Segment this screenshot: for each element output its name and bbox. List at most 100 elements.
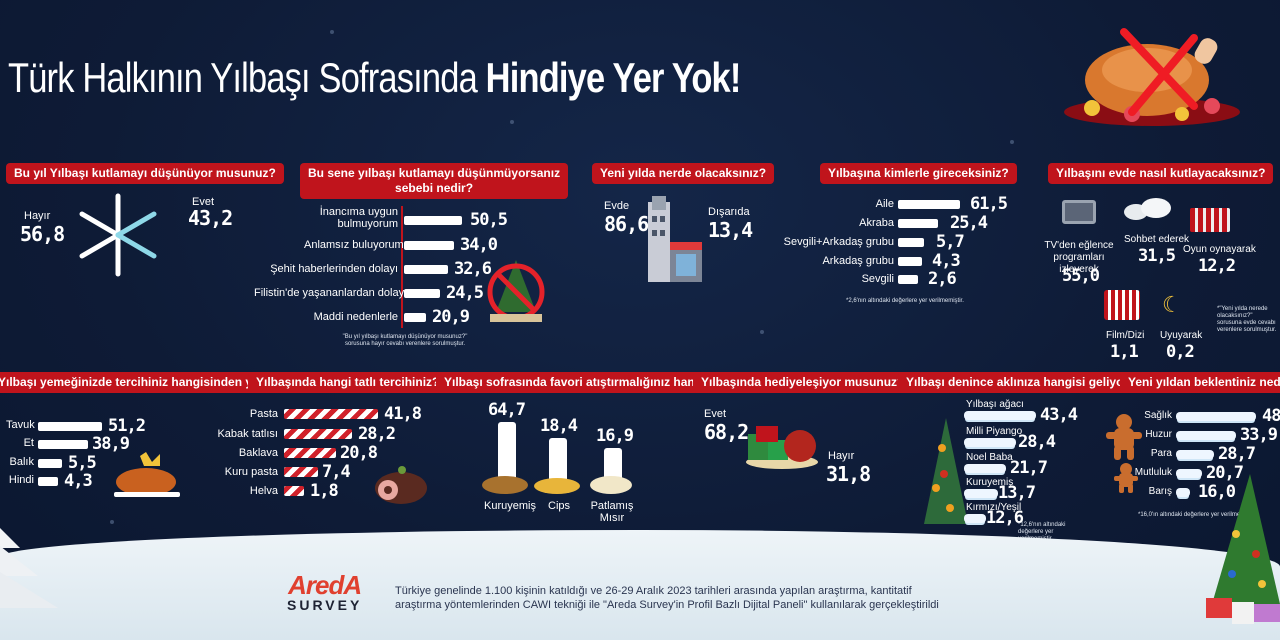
- snack-item-value: 18,4: [540, 416, 578, 436]
- mind-item-label: Kırmızı/Yeşil: [966, 502, 1022, 513]
- dessert-item-label: Baklava: [238, 447, 278, 459]
- with-whom-bar: [898, 219, 938, 228]
- expect-item-value: 48,: [1262, 406, 1280, 426]
- gingerbread-man-small-icon: [1114, 462, 1138, 494]
- dessert-item-value: 1,8: [310, 481, 339, 501]
- meal-question-label: Yılbaşı yemeğinizde tercihiniz hangisind…: [0, 372, 289, 393]
- snack-item-value: 64,7: [488, 400, 526, 420]
- christmas-tree-icon: [1206, 474, 1280, 634]
- logo-text-bottom: SURVEY: [287, 597, 363, 613]
- home-how-question-label: Yılbaşını evde nasıl kutlayacaksınız?: [1048, 163, 1274, 184]
- home-how-item-label: Oyun oynayarak: [1183, 244, 1256, 255]
- home-how-item-value: 31,5: [1138, 246, 1176, 266]
- areda-survey-logo: AredA SURVEY: [287, 570, 362, 613]
- star-dot: [330, 30, 334, 34]
- crowned-chicken-icon: [110, 450, 184, 500]
- with-whom-footnote: *2,6'nın altındaki değerlere yer verilme…: [846, 298, 964, 304]
- chips-icon: [534, 478, 580, 494]
- dessert-bar: [284, 429, 352, 439]
- gift-no-label: Hayır: [828, 450, 855, 462]
- meal-item-label: Tavuk: [6, 419, 35, 431]
- star-dot: [110, 520, 114, 524]
- expect-question-label: Yeni yıldan beklentiniz nedir?: [1120, 372, 1280, 393]
- with-whom-item-label: Aile: [875, 198, 894, 210]
- dessert-item-label: Helva: [249, 485, 278, 497]
- methodology-line-1: Türkiye genelinde 1.100 kişinin katıldığ…: [395, 585, 912, 597]
- reason-item-value: 24,5: [446, 283, 484, 303]
- gift-yes-label: Evet: [704, 408, 727, 420]
- snowflake-icon: [70, 192, 166, 278]
- reason-item-label: İnancıma uygun bulmuyorum: [319, 206, 398, 230]
- dessert-item-label: Kuru pasta: [224, 466, 278, 478]
- expect-item-label: Barış: [1148, 486, 1172, 497]
- reason-question-label: Bu sene yılbaşı kutlamayı düşünmüyorsanı…: [300, 163, 569, 199]
- expect-item-label: Huzur: [1145, 429, 1172, 440]
- mind-item-label: Kuruyemiş: [966, 477, 1014, 488]
- reason-item-label: Şehit haberlerinden dolayı: [270, 263, 398, 275]
- expect-item-label: Para: [1150, 448, 1172, 459]
- meal-bar: [38, 459, 62, 468]
- mind-item-label: Milli Piyango: [966, 426, 1023, 437]
- reason-bar: [404, 289, 440, 298]
- mind-item-value: 12,6: [986, 508, 1024, 528]
- with-whom-item-value: 61,5: [970, 194, 1008, 214]
- expect-bar: [1176, 488, 1190, 497]
- expect-bar: [1176, 450, 1214, 459]
- methodology-line-2: araştırma yöntemlerinden CAWI tekniği il…: [395, 599, 939, 611]
- expect-item-label: Mutluluk: [1134, 467, 1172, 478]
- home-how-item-label: Uyuyarak: [1160, 330, 1203, 341]
- with-whom-item-value: 2,6: [928, 269, 957, 289]
- popcorn-pile-icon: [590, 476, 632, 494]
- logo-text-top: AredA: [288, 570, 362, 600]
- reason-footnote: "Bu yıl yılbaşı kutlamayı düşünüyor musu…: [342, 334, 468, 347]
- meal-item-label: Balık: [9, 456, 34, 468]
- with-whom-bar: [898, 200, 960, 209]
- expect-item-label: Sağlık: [1144, 410, 1172, 421]
- where-home-label: Evde: [604, 200, 630, 212]
- home-how-footnote: *"Yeni yılda nerede olacaksınız?" sorusu…: [1217, 306, 1277, 333]
- reason-bar: [404, 216, 462, 225]
- where-out-label: Dışarıda: [708, 206, 750, 218]
- white-tree-icon: [0, 528, 60, 618]
- star-dot: [760, 330, 764, 334]
- dessert-bar: [284, 448, 336, 458]
- star-dot: [1010, 140, 1014, 144]
- meal-item-label: Et: [23, 437, 34, 449]
- snack-item-label: Kuruyemiş: [484, 500, 536, 512]
- home-how-item-label: Film/Dizi: [1106, 330, 1145, 341]
- meal-item-value: 38,9: [92, 434, 130, 454]
- expect-footnote: *16,0'ın altındaki değerlere yer verilme…: [1138, 512, 1256, 518]
- home-how-item-value: 55,0: [1062, 266, 1100, 286]
- gift-question-label: Yılbaşında hediyeleşiyor musunuz?: [693, 372, 913, 393]
- meal-item-label: Hindi: [8, 474, 34, 486]
- with-whom-item-label: Sevgili+Arkadaş grubu: [783, 236, 894, 248]
- game-cards-icon: [1190, 208, 1230, 232]
- expect-item-value: 16,0: [1198, 482, 1236, 502]
- with-whom-item-value: 4,3: [932, 251, 961, 271]
- yule-log-cake-icon: [372, 456, 430, 508]
- snack-question-label: Yılbaşı sofrasında favori atıştırmalığın…: [436, 372, 731, 393]
- expect-bar: [1176, 469, 1202, 478]
- dessert-bar: [284, 486, 304, 496]
- with-whom-item-value: 25,4: [950, 213, 988, 233]
- reason-item-value: 32,6: [454, 259, 492, 279]
- star-dot: [510, 120, 514, 124]
- popcorn-icon: [1104, 290, 1140, 320]
- methodology-note: Türkiye genelinde 1.100 kişinin katıldığ…: [395, 584, 939, 612]
- where-out-value: 13,4: [708, 218, 753, 242]
- reason-item-value: 34,0: [460, 235, 498, 255]
- reason-item-value: 20,9: [432, 307, 470, 327]
- where-home-value: 86,6: [604, 212, 649, 236]
- reason-label-line2: sebebi nedir?: [395, 181, 474, 195]
- expect-bar: [1176, 412, 1256, 421]
- reason-item-value: 50,5: [470, 210, 508, 230]
- mind-item-label: Yılbaşı ağacı: [966, 399, 1024, 410]
- crossed-turkey-icon: [1062, 20, 1242, 130]
- with-whom-bar: [898, 275, 918, 284]
- home-how-item-label: Sohbet ederek: [1124, 234, 1190, 245]
- axis-line: [401, 206, 403, 328]
- snowy-tree-icon: [922, 418, 970, 528]
- moon-sleep-icon: ☾: [1162, 292, 1182, 317]
- dessert-item-label: Kabak tatlısı: [217, 428, 278, 440]
- snack-bar: [604, 448, 622, 480]
